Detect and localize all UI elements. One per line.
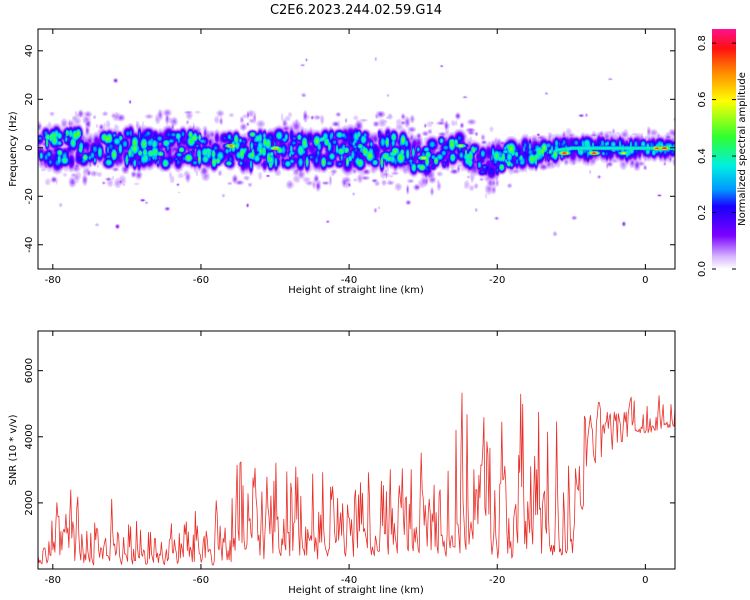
spectrogram-x-tick-label: -40 <box>341 275 357 286</box>
spectrogram-heatmap <box>38 29 675 269</box>
snr-x-tick-label: -60 <box>193 575 209 586</box>
spectrogram-y-ticks: -40 -20 0 20 40 <box>24 44 675 253</box>
spectrogram-frame <box>37 28 676 270</box>
snr-x-tick-label: -20 <box>489 575 505 586</box>
snr-x-ticks: -80 -60 -40 -20 0 <box>45 331 649 586</box>
snr-x-tick-label: 0 <box>642 575 648 586</box>
colorbar: 0.0 0.2 0.4 0.6 0.8 Normalized spectral ampl… <box>697 29 748 277</box>
spectrogram-panel: -80 -60 -40 -20 0 -40 -20 0 20 40 Height of stra… <box>8 28 676 296</box>
snr-frame <box>37 330 676 570</box>
figure-title: C2E6.2023.244.02.59.G14 <box>270 3 442 18</box>
spectrogram-x-tick-label: 0 <box>642 275 648 286</box>
colorbar-tick-label: 0.2 <box>697 205 708 221</box>
snr-y-tick-label: 4000 <box>24 424 35 449</box>
spectrogram-y-tick-label: 0 <box>24 145 35 151</box>
spectrogram-x-axis-label: Height of straight line (km) <box>288 285 424 296</box>
spectrogram-y-tick-label: 20 <box>24 93 35 106</box>
snr-y-tick-label: 6000 <box>24 358 35 383</box>
snr-y-ticks: 2000 4000 6000 <box>24 358 675 516</box>
snr-panel: -80 -60 -40 -20 0 2000 4000 6000 Height of str… <box>8 330 676 596</box>
snr-series-line <box>38 392 675 566</box>
spectrogram-x-tick-label: -20 <box>489 275 505 286</box>
snr-x-tick-label: -40 <box>341 575 357 586</box>
snr-x-tick-label: -80 <box>45 575 61 586</box>
snr-y-axis-label: SNR (10 * v/v) <box>8 414 19 485</box>
colorbar-tick-label: 0.4 <box>697 148 708 164</box>
colorbar-label: Normalized spectral amplitude <box>737 72 748 226</box>
spectrogram-y-tick-label: -40 <box>24 237 35 253</box>
colorbar-tick-label: 0.8 <box>697 35 708 51</box>
spectrogram-y-axis-label: Frequency (Hz) <box>8 111 19 187</box>
snr-x-axis-label: Height of straight line (km) <box>288 585 424 596</box>
spectrogram-x-ticks: -80 -60 -40 -20 0 <box>45 29 649 286</box>
colorbar-tick-label: 0.0 <box>697 261 708 277</box>
spectrogram-y-tick-label: -20 <box>24 188 35 204</box>
snr-y-tick-label: 2000 <box>24 490 35 515</box>
spectrogram-y-tick-label: 40 <box>24 44 35 57</box>
colorbar-gradient <box>712 29 736 269</box>
spectrogram-x-tick-label: -60 <box>193 275 209 286</box>
spectrogram-x-tick-label: -80 <box>45 275 61 286</box>
colorbar-ticks: 0.0 0.2 0.4 0.6 0.8 <box>697 35 736 277</box>
colorbar-tick-label: 0.6 <box>697 92 708 108</box>
